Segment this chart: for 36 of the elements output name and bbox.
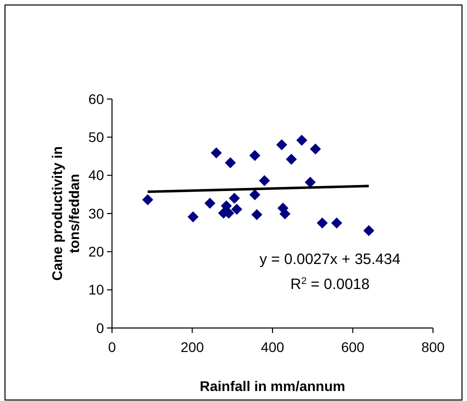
y-tick-label: 60 xyxy=(88,90,104,107)
y-tick-label: 0 xyxy=(96,320,104,336)
annotation: R$^{2}$ = 0.0018 xyxy=(290,276,370,293)
point xyxy=(224,157,236,168)
x-tick-label: 800 xyxy=(421,339,445,355)
y-tick-label: 10 xyxy=(88,282,104,298)
point xyxy=(204,198,216,209)
point xyxy=(331,218,342,229)
x-tick-label: 600 xyxy=(341,339,365,355)
y-tick-label: 30 xyxy=(88,205,104,222)
point xyxy=(286,154,297,165)
point xyxy=(142,194,154,206)
point xyxy=(220,200,232,212)
point xyxy=(228,192,240,204)
y-tick-label: 20 xyxy=(88,244,104,260)
point xyxy=(304,176,316,188)
x-tick-label: 200 xyxy=(180,339,204,355)
y-axis-title: Cane productivity in tons/feddan xyxy=(49,146,82,281)
point xyxy=(210,147,222,158)
point xyxy=(276,139,288,150)
point xyxy=(363,225,374,236)
point xyxy=(258,175,270,186)
point xyxy=(249,150,260,161)
annotation: y = 0.0027x + 35.434 xyxy=(260,251,400,268)
point xyxy=(188,211,199,222)
x-axis-title: Rainfall in mm/annum xyxy=(200,378,346,394)
x-tick-label: 400 xyxy=(260,339,284,355)
point xyxy=(249,189,260,200)
x-tick-label: 0 xyxy=(108,339,116,355)
point xyxy=(251,209,262,220)
point xyxy=(296,134,308,146)
y-tick-label: 50 xyxy=(88,129,104,146)
point xyxy=(316,218,328,229)
point xyxy=(310,144,321,154)
y-tick-label: 40 xyxy=(88,167,104,184)
point xyxy=(231,204,242,215)
